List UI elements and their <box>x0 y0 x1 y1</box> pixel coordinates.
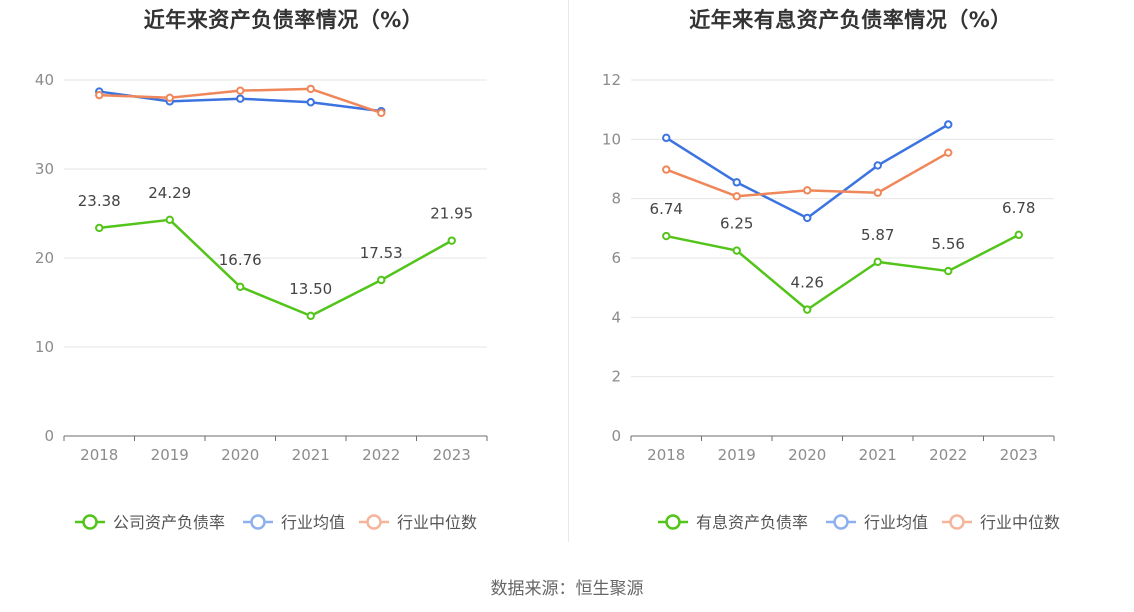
data-point[interactable] <box>165 93 174 103</box>
legend-label: 有息资产负债率 <box>696 513 808 532</box>
data-point[interactable] <box>944 120 953 129</box>
data-label: 5.87 <box>861 226 894 244</box>
x-tick-label: 2022 <box>929 446 967 464</box>
data-label: 17.53 <box>360 244 403 262</box>
data-source-note: 数据来源：恒生聚源 <box>490 579 644 599</box>
right-chart-title: 近年来有息资产负债率情况（%） <box>689 8 1012 32</box>
data-point[interactable] <box>873 257 882 267</box>
data-point[interactable] <box>306 311 315 321</box>
y-tick-label: 0 <box>611 427 621 445</box>
left-chart-panel: 近年来资产负债率情况（%） 0 10 20 30 40 2018 2019 2020 2021 2… <box>0 0 567 560</box>
y-tick-label: 40 <box>35 71 54 89</box>
y-tick-label: 2 <box>611 368 621 386</box>
y-tick-label: 30 <box>35 160 54 178</box>
data-point[interactable] <box>732 246 741 255</box>
x-tick-label: 2020 <box>221 446 259 464</box>
data-point[interactable] <box>236 282 245 292</box>
y-tick-label: 20 <box>35 249 54 267</box>
data-point[interactable] <box>873 161 882 170</box>
legend-item[interactable]: 有息资产负债率 <box>658 513 808 532</box>
data-point[interactable] <box>803 213 812 223</box>
legend-label: 行业中位数 <box>397 513 477 532</box>
data-point[interactable] <box>873 188 882 197</box>
legend-label: 行业中位数 <box>980 513 1060 532</box>
data-point[interactable] <box>662 231 671 241</box>
data-label: 24.29 <box>148 184 191 202</box>
legend-label: 公司资产负债率 <box>113 513 225 532</box>
legend-item[interactable]: 行业中位数 <box>359 513 477 532</box>
data-label: 5.56 <box>932 235 965 253</box>
legend-label: 行业均值 <box>281 513 345 532</box>
data-point[interactable] <box>95 223 104 233</box>
y-tick-label: 10 <box>602 130 621 148</box>
y-tick-label: 0 <box>44 427 54 445</box>
data-point[interactable] <box>165 215 174 225</box>
data-point[interactable] <box>447 236 456 245</box>
x-tick-label: 2021 <box>292 446 330 464</box>
legend-marker <box>366 514 382 530</box>
series-line <box>99 218 453 318</box>
x-tick-label: 2023 <box>1000 446 1038 464</box>
data-point[interactable] <box>732 192 741 201</box>
x-tick-label: 2023 <box>433 446 471 464</box>
y-tick-label: 12 <box>602 71 621 89</box>
data-label: 23.38 <box>78 192 121 210</box>
x-tick-label: 2018 <box>80 446 118 464</box>
legend-item[interactable]: 行业均值 <box>826 513 928 532</box>
data-point[interactable] <box>944 148 953 157</box>
data-point[interactable] <box>306 84 315 94</box>
y-tick-label: 4 <box>611 308 621 326</box>
legend-marker <box>665 514 681 530</box>
right-chart-svg: 0 2 4 6 8 10 12 2018 2019 2020 2021 2022 2023 6.74 6.2… <box>602 71 1060 532</box>
legend-marker <box>250 514 266 530</box>
data-point[interactable] <box>662 165 671 174</box>
y-tick-label: 10 <box>35 338 54 356</box>
data-label: 16.76 <box>219 251 262 269</box>
data-point[interactable] <box>377 108 386 118</box>
x-tick-label: 2018 <box>647 446 685 464</box>
legend-marker <box>833 514 849 530</box>
data-label: 4.26 <box>791 274 824 292</box>
data-point[interactable] <box>236 94 245 103</box>
data-label: 6.74 <box>650 200 683 218</box>
data-point[interactable] <box>1014 230 1023 240</box>
left-chart-title: 近年来资产负债率情况（%） <box>143 8 424 32</box>
data-point[interactable] <box>803 305 812 314</box>
data-point[interactable] <box>377 275 386 285</box>
legend-marker <box>949 514 965 530</box>
data-point[interactable] <box>803 186 812 195</box>
x-tick-label: 2019 <box>718 446 756 464</box>
data-label: 21.95 <box>430 205 473 223</box>
data-label: 6.25 <box>720 215 753 233</box>
legend-item[interactable]: 公司资产负债率 <box>75 513 225 532</box>
data-label: 13.50 <box>289 280 332 298</box>
x-tick-label: 2019 <box>151 446 189 464</box>
legend-item[interactable]: 行业中位数 <box>942 513 1060 532</box>
panel-divider <box>568 0 569 542</box>
data-point[interactable] <box>236 86 245 95</box>
data-point[interactable] <box>95 90 104 100</box>
data-label: 6.78 <box>1002 199 1035 217</box>
series-line <box>665 233 1020 311</box>
x-tick-label: 2020 <box>788 446 826 464</box>
right-chart-panel: 近年来有息资产负债率情况（%） 0 2 4 6 8 10 12 2018 2019 2020 202… <box>567 0 1134 560</box>
data-point[interactable] <box>306 98 315 107</box>
data-point[interactable] <box>662 133 671 143</box>
data-point[interactable] <box>732 178 741 187</box>
data-point[interactable] <box>944 266 953 276</box>
legend-label: 行业均值 <box>864 513 928 532</box>
x-tick-label: 2021 <box>859 446 897 464</box>
left-chart-svg: 0 10 20 30 40 2018 2019 2020 2021 2022 2023 23.38 24… <box>35 71 488 532</box>
legend-marker <box>82 514 98 530</box>
y-tick-label: 8 <box>611 190 621 208</box>
y-tick-label: 6 <box>611 249 621 267</box>
legend-item[interactable]: 行业均值 <box>243 513 345 532</box>
x-tick-label: 2022 <box>362 446 400 464</box>
series-line <box>665 123 949 220</box>
